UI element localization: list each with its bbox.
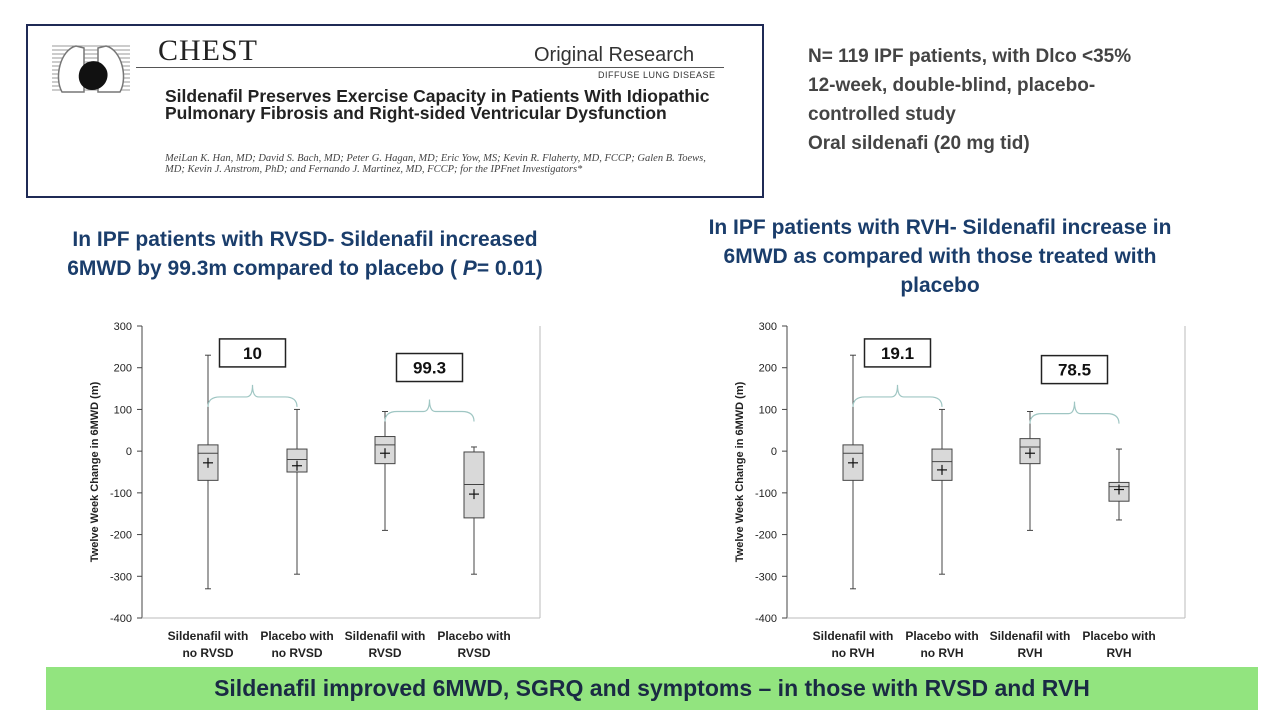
y-tick-label: 200 — [114, 363, 132, 375]
x-tick-label: no RVSD — [182, 646, 233, 660]
x-tick-label: RVSD — [368, 646, 401, 660]
difference-label-box — [395, 352, 464, 383]
study-info-line: controlled study — [808, 104, 956, 125]
left-headline: In IPF patients with RVSD- Sildenafil in… — [60, 225, 550, 283]
left-headline-pvalue: = 0.01) — [476, 257, 543, 280]
x-tick-label: no RVSD — [271, 646, 322, 660]
x-tick-label: Sildenafil with — [168, 629, 249, 643]
conclusion-text: Sildenafil improved 6MWD, SGRQ and sympt… — [214, 675, 1090, 701]
comparison-brace — [384, 399, 475, 422]
x-tick-label: Placebo with — [437, 629, 510, 643]
y-tick-label: -300 — [755, 571, 777, 583]
x-tick-label: no RVH — [920, 646, 963, 660]
right-headline: In IPF patients with RVH- Sildenafil inc… — [708, 216, 1172, 297]
subspecialty-label: DIFFUSE LUNG DISEASE — [598, 70, 716, 80]
study-info: N= 119 IPF patients, with Dlco <35% 12-w… — [808, 42, 1238, 158]
comparison-brace — [1029, 401, 1120, 424]
x-tick-label: Placebo with — [1082, 629, 1155, 643]
x-tick-label: Sildenafil with — [813, 629, 894, 643]
lung-logo-icon — [52, 45, 130, 93]
difference-value: 99.3 — [413, 359, 446, 378]
y-tick-label: -300 — [110, 571, 132, 583]
study-info-line: 12-week, double-blind, placebo- — [808, 75, 1096, 96]
x-tick-label: RVH — [1017, 646, 1042, 660]
study-info-line: N= 119 IPF patients, with Dlco <35% — [808, 46, 1132, 67]
difference-label-box — [863, 338, 932, 368]
study-info-line: Oral sildenafi (20 mg tid) — [808, 133, 1030, 154]
y-axis-label: Twelve Week Change in 6MWD (m) — [89, 381, 101, 562]
y-tick-label: 100 — [759, 404, 777, 416]
left-headline-text: In IPF patients with RVSD- Sildenafil in… — [67, 228, 538, 280]
y-tick-label: -100 — [755, 488, 777, 500]
conclusion-banner — [46, 667, 1258, 710]
y-tick-label: 300 — [114, 321, 132, 333]
y-tick-label: 100 — [114, 404, 132, 416]
box-plot-rvh: 300 200 100 0 -100 -200 -300 -400 Twelve Week Ch… — [734, 321, 1186, 660]
p-value-symbol: P — [462, 257, 477, 280]
y-tick-label: 0 — [771, 446, 777, 458]
x-tick-label: Sildenafil with — [345, 629, 426, 643]
difference-value: 19.1 — [881, 344, 914, 363]
y-tick-label: 300 — [759, 321, 777, 333]
y-tick-label: 200 — [759, 363, 777, 375]
section-label: Original Research — [534, 44, 695, 66]
x-tick-label: Sildenafil with — [990, 629, 1071, 643]
journal-name: CHEST — [158, 34, 259, 67]
difference-label-box — [1040, 354, 1109, 385]
y-tick-label: -200 — [110, 530, 132, 542]
y-axis-label: Twelve Week Change in 6MWD (m) — [734, 381, 746, 562]
y-tick-label: -400 — [110, 613, 132, 625]
comparison-brace — [207, 384, 298, 407]
box-plot-rvsd: 300 200 100 0 -100 -200 -300 -400 Twelve Week Ch… — [89, 321, 541, 660]
journal-reference-box — [26, 24, 764, 198]
y-tick-label: -400 — [755, 613, 777, 625]
difference-value: 78.5 — [1058, 361, 1091, 380]
box-iqr — [931, 448, 953, 481]
x-tick-label: RVSD — [457, 646, 490, 660]
x-tick-label: no RVH — [831, 646, 874, 660]
x-tick-label: Placebo with — [260, 629, 333, 643]
comparison-brace — [852, 384, 943, 407]
x-tick-label: Placebo with — [905, 629, 978, 643]
difference-label-box — [218, 338, 287, 368]
author-list: MeiLan K. Han, MD; David S. Bach, MD; Pe… — [165, 153, 706, 175]
y-tick-label: -200 — [755, 530, 777, 542]
y-tick-label: 0 — [126, 446, 132, 458]
difference-value: 10 — [243, 344, 262, 363]
header-rule — [136, 67, 724, 68]
article-title: Sildenafil Preserves Exercise Capacity i… — [165, 86, 710, 123]
y-tick-label: -100 — [110, 488, 132, 500]
x-tick-label: RVH — [1106, 646, 1131, 660]
